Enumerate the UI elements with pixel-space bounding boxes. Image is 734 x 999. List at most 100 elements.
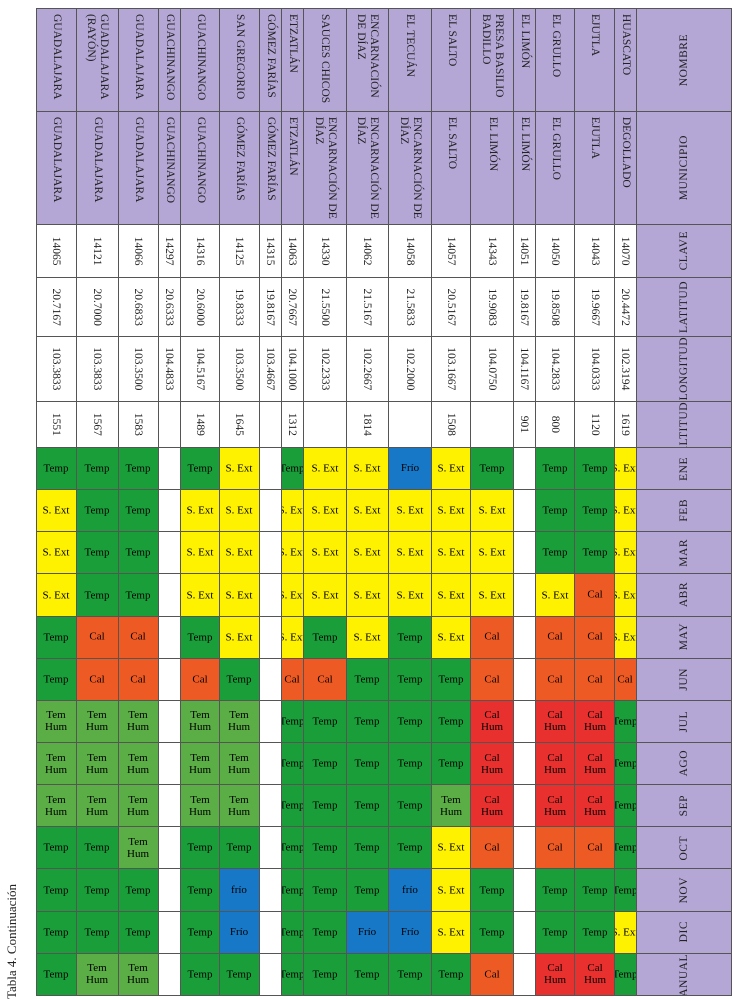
climate-word: S. Ext: [614, 926, 636, 939]
cell-climate-may: Temp: [36, 616, 77, 659]
cell-nombre: ETZATLÁN: [281, 8, 304, 112]
climate-word: Temp: [126, 504, 151, 517]
climate-label: Cal: [548, 631, 563, 643]
cell-climate-oct: Temp: [76, 826, 119, 869]
climate-label: Temp: [614, 758, 636, 770]
climate-word: Hum: [86, 974, 109, 987]
cell-altitud: 1645: [219, 401, 260, 448]
cell-altitud: 1120: [574, 401, 615, 448]
cell-climate-nov: Temp: [76, 868, 119, 912]
climate-word: Tem: [87, 751, 108, 764]
climate-label: Temp: [312, 926, 337, 938]
cell-climate-abr: S. Ext: [219, 573, 260, 617]
climate-label: S. Ext: [281, 547, 303, 559]
climate-word: Frío: [400, 462, 420, 475]
cell-climate-anual: Cal Hum: [574, 953, 615, 996]
climate-label: S. Ext: [187, 589, 214, 601]
cell-climate-jun: Cal: [303, 658, 347, 701]
cell-climate-dic: Temp: [470, 911, 514, 954]
climate-word: Temp: [281, 799, 304, 812]
header-row: NOMBRE MUNICIPIO CLAVE LATITUD LONGITUD ALTIT…: [636, 8, 732, 996]
climate-word: Temp: [281, 715, 304, 728]
climate-word: S. Ext: [614, 504, 636, 517]
climate-word: Temp: [312, 799, 338, 812]
climate-label: S. Ext: [281, 589, 303, 601]
cell-latitud: 19.9667: [574, 277, 615, 337]
climate-word: Temp: [479, 883, 505, 896]
climate-word: Temp: [582, 926, 608, 939]
climate-label: Temp: [312, 715, 337, 727]
cell-climate-abr: S. Ext: [303, 573, 347, 617]
cell-climate-abr: S. Ext: [388, 573, 432, 617]
climate-label: Cal Hum: [584, 794, 606, 818]
cell-clave: 14316: [180, 224, 220, 278]
climate-word: Tem: [190, 793, 210, 806]
climate-label: Temp: [281, 884, 303, 896]
cell-climate-feb: [259, 489, 282, 532]
cell-nombre: HUASCATO: [614, 8, 637, 112]
climate-word: Temp: [43, 631, 69, 644]
climate-label: Temp: [398, 715, 423, 727]
header-nombre: NOMBRE: [636, 8, 732, 112]
header-oct: OCT: [636, 826, 732, 869]
cell-clave: 14070: [614, 224, 637, 278]
header-clave: CLAVE: [636, 224, 732, 278]
header-label: ANUAL: [678, 953, 690, 996]
table-row: HUASCATO DEGOLLADO 14070 20.4472 102.3194 161…: [614, 8, 637, 996]
header-label: ALTITUD: [678, 401, 690, 448]
climate-label: Cal: [285, 673, 300, 685]
climate-label: Cal Hum: [481, 794, 503, 818]
cell-climate-sep: Tem Hum: [219, 784, 260, 827]
climate-word: Temp: [43, 462, 69, 475]
climate-word: Temp: [84, 588, 110, 601]
cell-climate-jun: [158, 658, 181, 701]
cell-climate-oct: Temp: [180, 826, 220, 869]
climate-label: S. Ext: [397, 547, 424, 559]
cell-latitud: 20.6000: [180, 277, 220, 337]
cell-climate-anual: [259, 953, 282, 996]
climate-word: S. Ext: [311, 462, 339, 475]
cell-climate-may: S. Ext: [614, 616, 637, 659]
cell-climate-feb: S. Ext: [614, 489, 637, 532]
climate-label: Cal: [587, 631, 602, 643]
climate-word: Tem: [128, 962, 149, 975]
cell-climate-feb: S. Ext: [281, 489, 304, 532]
climate-word: Hum: [127, 805, 150, 818]
cell-climate-ene: Temp: [76, 447, 119, 490]
climate-word: S. Ext: [478, 546, 506, 559]
table-row: GUADALAJARA (RAYÓN) GUADALAJARA 14121 20.70…: [76, 8, 119, 996]
cell-climate-nov: frío: [219, 868, 260, 912]
cell-climate-jul: Temp: [431, 700, 471, 743]
climate-word: Tem: [128, 793, 149, 806]
climate-label: Temp: [85, 884, 110, 896]
cell-climate-feb: Temp: [76, 489, 119, 532]
cell-climate-dic: [259, 911, 282, 954]
climate-word: S. Ext: [437, 631, 465, 644]
climate-label: Temp: [188, 463, 213, 475]
climate-label: S. Ext: [187, 547, 214, 559]
header-altitud: ALTITUD: [636, 401, 732, 448]
climate-label: frío: [232, 884, 248, 896]
climate-label: Temp: [281, 715, 303, 727]
cell-climate-ago: Temp: [431, 742, 471, 785]
cell-climate-abr: S. Ext: [470, 573, 514, 617]
cell-climate-feb: S. Ext: [303, 489, 347, 532]
climate-label: Tem Hum: [127, 794, 149, 818]
climate-word: Tem: [87, 793, 108, 806]
climate-label: Temp: [355, 715, 380, 727]
climate-word: Cal: [547, 631, 563, 644]
climate-label: Tem Hum: [189, 752, 211, 776]
climate-label: Temp: [44, 842, 69, 854]
cell-climate-oct: [513, 826, 536, 869]
cell-climate-may: Temp: [303, 616, 347, 659]
cell-climate-mar: Temp: [76, 531, 119, 574]
climate-word: Temp: [354, 757, 380, 770]
climate-word: S. Ext: [226, 631, 253, 644]
header-municipio: MUNICIPIO: [636, 111, 732, 225]
climate-word: S. Ext: [437, 883, 465, 896]
cell-clave: 14343: [470, 224, 514, 278]
cell-climate-feb: Temp: [574, 489, 615, 532]
climate-word: S. Ext: [396, 588, 424, 601]
table-row: EL SALTO EL SALTO 14057 20.5167 103.1667 1508…: [431, 8, 471, 996]
cell-climate-may: S. Ext: [431, 616, 471, 659]
